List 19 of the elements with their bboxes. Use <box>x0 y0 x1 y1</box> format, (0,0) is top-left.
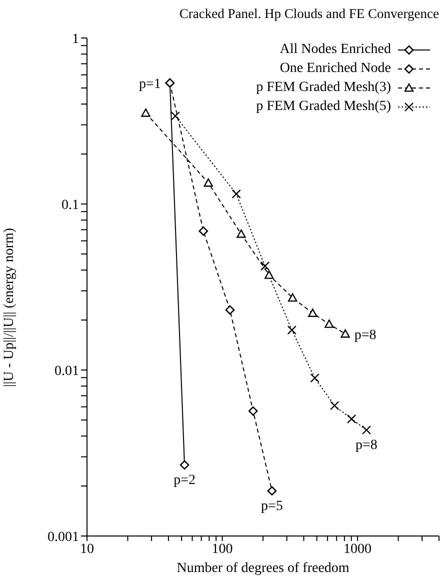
y-tick-label: 0.01 <box>54 364 79 379</box>
annotation: p=5 <box>261 498 283 514</box>
y-tick-label: 1 <box>72 32 79 47</box>
y-tick-label: 0.001 <box>48 530 79 545</box>
annotation: p=1 <box>138 76 161 92</box>
legend-label: One Enriched Node <box>280 60 391 78</box>
x-tick-label: 100 <box>212 542 233 557</box>
x-tick-label: 1000 <box>344 542 372 557</box>
y-tick-label: 0.1 <box>62 198 79 213</box>
y-axis-title: ||U - Up||/||U|| (energy norm) <box>2 228 17 387</box>
annotation: p=8 <box>354 328 376 343</box>
annotation: p=8 <box>356 438 378 453</box>
x-axis-title: Number of degrees of freedom <box>176 561 350 576</box>
chart-title: Cracked Panel. Hp Clouds and FE Convergence <box>179 6 439 22</box>
legend-label: All Nodes Enriched <box>280 41 391 59</box>
x-tick-label: 10 <box>80 542 94 557</box>
annotation: p=2 <box>174 472 196 488</box>
legend-label: p FEM Graded Mesh(3) <box>256 79 391 97</box>
legend-label: p FEM Graded Mesh(5) <box>256 98 391 116</box>
